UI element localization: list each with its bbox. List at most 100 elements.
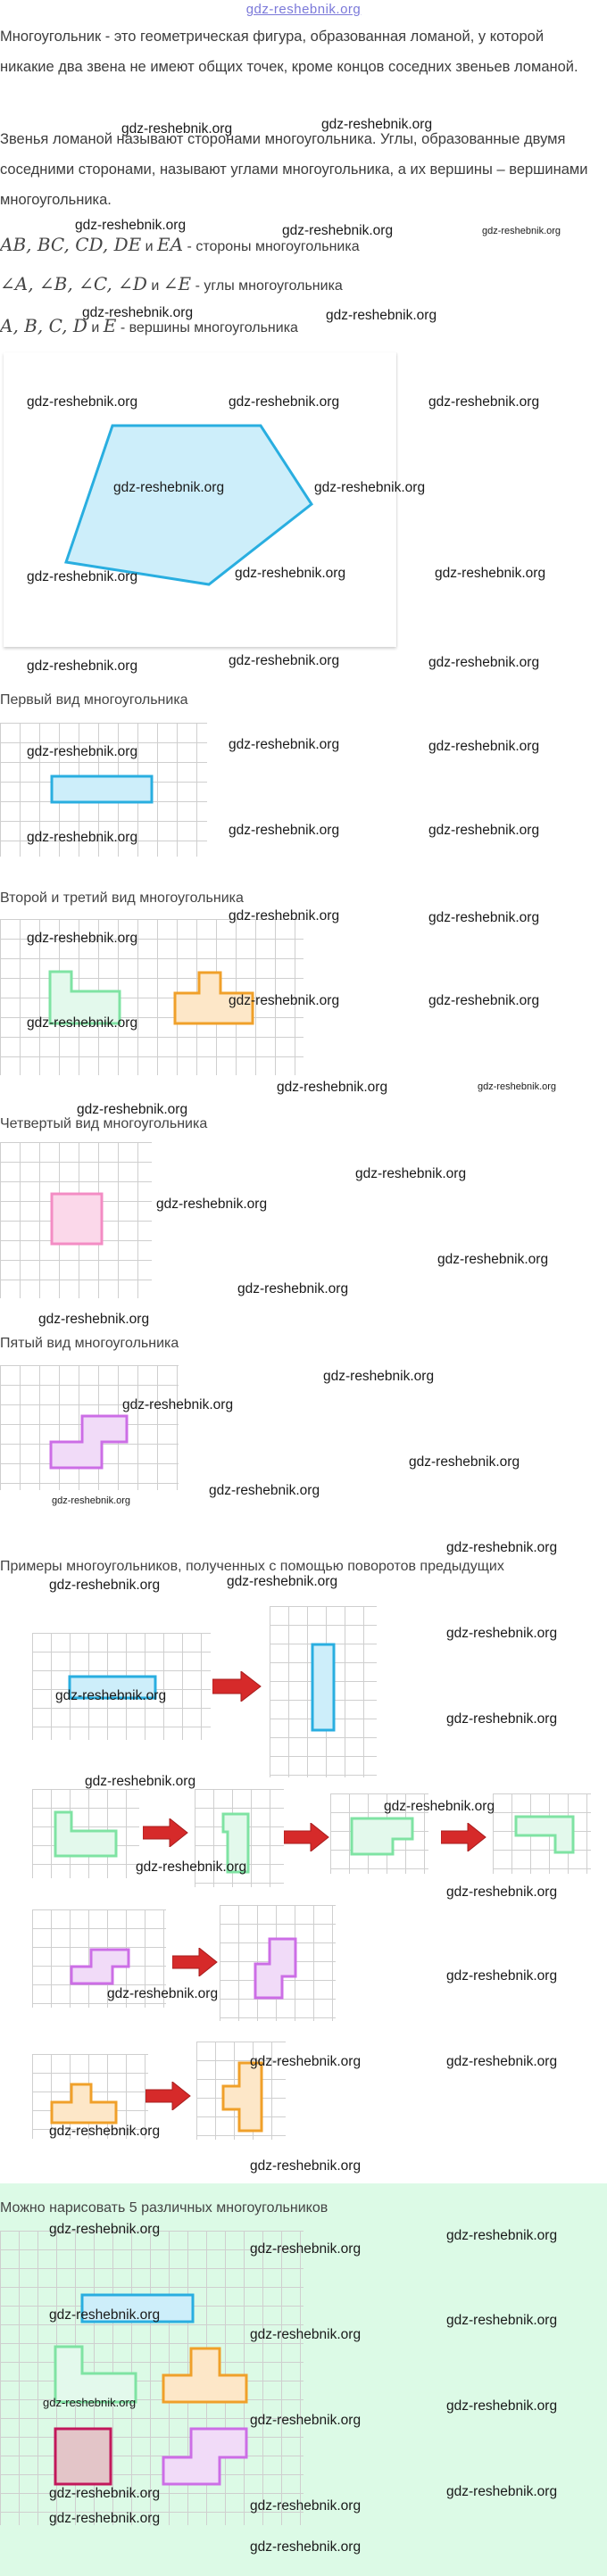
watermark-text: gdz-reshebnik.org xyxy=(250,2054,362,2069)
grid-second-third-kind xyxy=(0,919,304,1075)
polygon-five-violet xyxy=(162,2427,248,2486)
watermark-text: gdz-reshebnik.org xyxy=(27,394,138,410)
arrow-icon xyxy=(284,1823,330,1851)
watermark-text: gdz-reshebnik.org xyxy=(85,1774,196,1789)
watermark-text: gdz-reshebnik.org xyxy=(321,117,433,132)
watermark-text: gdz-reshebnik.org xyxy=(55,1688,167,1703)
pentagon-figure xyxy=(4,352,396,647)
watermark-text: gdz-reshebnik.org xyxy=(250,2158,362,2174)
sides-math: AB, BC, CD, DE xyxy=(0,234,142,255)
rotation-grid-green-4 xyxy=(493,1793,591,1874)
watermark-text: gdz-reshebnik.org xyxy=(435,566,546,581)
watermark-text: gdz-reshebnik.org xyxy=(482,226,561,236)
polygon-five-green xyxy=(54,2345,137,2404)
polygon-blue-horizontal xyxy=(68,1675,157,1700)
watermark-text: gdz-reshebnik.org xyxy=(428,910,540,925)
polygon-pink-square xyxy=(50,1192,104,1246)
watermark-text: gdz-reshebnik.org xyxy=(314,480,426,495)
watermark-text: gdz-reshebnik.org xyxy=(27,744,138,759)
watermark-text: gdz-reshebnik.org xyxy=(326,308,437,323)
watermark-text: gdz-reshebnik.org xyxy=(122,1397,234,1412)
watermark-text: gdz-reshebnik.org xyxy=(250,2413,362,2428)
watermark-text: gdz-reshebnik.org xyxy=(77,1102,188,1117)
polygon-violet-rot-2 xyxy=(254,1937,297,2000)
pentagon-svg xyxy=(64,424,314,586)
watermark-text: gdz-reshebnik.org xyxy=(38,1312,150,1327)
watermark-text: gdz-reshebnik.org xyxy=(446,1968,558,1984)
arrow-icon xyxy=(441,1823,487,1851)
watermark-text: gdz-reshebnik.org xyxy=(446,2398,558,2414)
polygon-five-orange xyxy=(162,2347,248,2404)
rotation-grid-violet-2 xyxy=(220,1905,336,2021)
watermark-text: gdz-reshebnik.org xyxy=(446,1884,558,1900)
polygon-orange-rot-2 xyxy=(221,2061,263,2133)
rotation-grid-blue-2 xyxy=(270,1606,377,1777)
angles-text: - углы многоугольника xyxy=(195,278,343,294)
arrow-icon xyxy=(146,2082,192,2110)
pentagon-shape xyxy=(64,424,314,586)
watermark-text: gdz-reshebnik.org xyxy=(250,2498,362,2514)
watermark-text: gdz-reshebnik.org xyxy=(428,739,540,754)
watermark-text: gdz-reshebnik.org xyxy=(478,1081,557,1092)
angles-and: и xyxy=(151,278,160,294)
site-logo-link[interactable]: gdz-reshebnik.org xyxy=(245,2,362,17)
section-title-rotations: Примеры многоугольников, полученных с по… xyxy=(0,1559,504,1574)
grid-five-polygons xyxy=(0,2231,304,2525)
watermark-text: gdz-reshebnik.org xyxy=(409,1454,520,1470)
watermark-text: gdz-reshebnik.org xyxy=(229,394,340,410)
watermark-text: gdz-reshebnik.org xyxy=(237,1281,349,1296)
watermark-text: gdz-reshebnik.org xyxy=(229,653,340,668)
polygon-green-rot-2 xyxy=(221,1812,250,1874)
watermark-text: gdz-reshebnik.org xyxy=(250,2539,362,2555)
rotation-grid-green-3 xyxy=(330,1793,428,1874)
watermark-text: gdz-reshebnik.org xyxy=(49,1578,161,1593)
watermark-text: gdz-reshebnik.org xyxy=(446,2054,558,2069)
watermark-text: gdz-reshebnik.org xyxy=(384,1799,495,1814)
sides-text: - стороны многоугольника xyxy=(187,239,360,254)
polygon-blue-bar xyxy=(50,774,154,804)
watermark-text: gdz-reshebnik.org xyxy=(446,1540,558,1555)
watermark-text: gdz-reshebnik.org xyxy=(277,1080,388,1095)
arrow-icon xyxy=(143,1818,189,1847)
angles-line: ∠A, ∠B, ∠C, ∠D и ∠E - углы многоугольник… xyxy=(0,273,343,294)
sides-angles-paragraph: Звенья ломаной называют сторонами многоу… xyxy=(0,131,588,208)
watermark-text: gdz-reshebnik.org xyxy=(113,480,225,495)
sides-and: и xyxy=(145,239,154,254)
rotation-grid-green-1 xyxy=(32,1789,139,1878)
watermark-text: gdz-reshebnik.org xyxy=(446,2313,558,2328)
watermark-text: gdz-reshebnik.org xyxy=(250,2241,362,2257)
watermark-text: gdz-reshebnik.org xyxy=(49,2511,161,2526)
watermark-text: gdz-reshebnik.org xyxy=(446,1711,558,1727)
polygon-five-crimson xyxy=(54,2427,112,2486)
vertices-and: и xyxy=(91,320,100,335)
watermark-text: gdz-reshebnik.org xyxy=(437,1252,549,1267)
watermark-text: gdz-reshebnik.org xyxy=(27,1015,138,1031)
watermark-text: gdz-reshebnik.org xyxy=(446,2484,558,2499)
grid-fifth-kind xyxy=(0,1365,179,1490)
watermark-text: gdz-reshebnik.org xyxy=(229,908,340,924)
polygon-violet-step xyxy=(49,1414,129,1470)
watermark-text: gdz-reshebnik.org xyxy=(136,1860,247,1875)
rotation-grid-violet-1 xyxy=(32,1909,166,2008)
watermark-text: gdz-reshebnik.org xyxy=(446,2228,558,2243)
watermark-text: gdz-reshebnik.org xyxy=(235,566,346,581)
polygon-green-rot-1 xyxy=(54,1810,118,1858)
sides-math-2: EA xyxy=(157,234,184,255)
polygon-orange-t xyxy=(173,971,254,1025)
watermark-text: gdz-reshebnik.org xyxy=(43,2396,137,2409)
watermark-text: gdz-reshebnik.org xyxy=(27,830,138,845)
watermark-text: gdz-reshebnik.org xyxy=(107,1986,219,2001)
watermark-text: gdz-reshebnik.org xyxy=(27,569,138,584)
watermark-text: gdz-reshebnik.org xyxy=(428,823,540,838)
vertices-text: - вершины многоугольника xyxy=(120,320,298,335)
watermark-text: gdz-reshebnik.org xyxy=(229,737,340,752)
polygon-violet-rot-1 xyxy=(70,1948,130,1985)
watermark-text: gdz-reshebnik.org xyxy=(49,2124,161,2139)
sides-line: AB, BC, CD, DE и EA - стороны многоуголь… xyxy=(0,234,360,255)
watermark-text: gdz-reshebnik.org xyxy=(75,218,187,233)
section-title-five: Можно нарисовать 5 различных многоугольн… xyxy=(0,2200,328,2216)
watermark-text: gdz-reshebnik.org xyxy=(250,2327,362,2342)
angles-math: ∠A, ∠B, ∠C, ∠D xyxy=(0,273,147,294)
grid-first-kind xyxy=(0,723,207,857)
watermark-text: gdz-reshebnik.org xyxy=(323,1369,435,1384)
